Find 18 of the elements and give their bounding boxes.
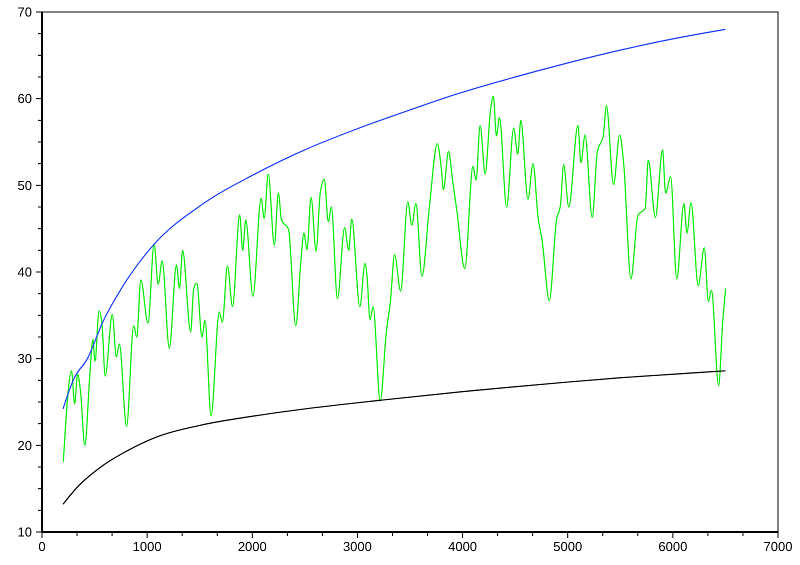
line-series: [62, 95, 726, 462]
y-tick-label: 60: [18, 91, 32, 106]
x-tick-label: 6000: [658, 539, 688, 554]
line-series: [62, 28, 726, 410]
y-tick-label: 40: [18, 264, 32, 280]
x-tick-label: 2000: [238, 539, 267, 554]
y-tick-label: 50: [18, 178, 32, 193]
x-tick-label: 5000: [553, 539, 582, 554]
x-tick-label: 4000: [448, 539, 478, 554]
x-tick-label: 3000: [342, 539, 372, 554]
y-tick-label: 20: [18, 438, 32, 453]
y-tick-label: 30: [18, 351, 32, 366]
x-tick-label: 1000: [132, 539, 162, 554]
x-tick-label: 7000: [764, 539, 792, 554]
x-tick-label: 0: [38, 539, 46, 554]
y-tick-label: 70: [18, 4, 32, 20]
y-tick-label: 10: [18, 524, 32, 540]
line-series: [62, 370, 726, 505]
